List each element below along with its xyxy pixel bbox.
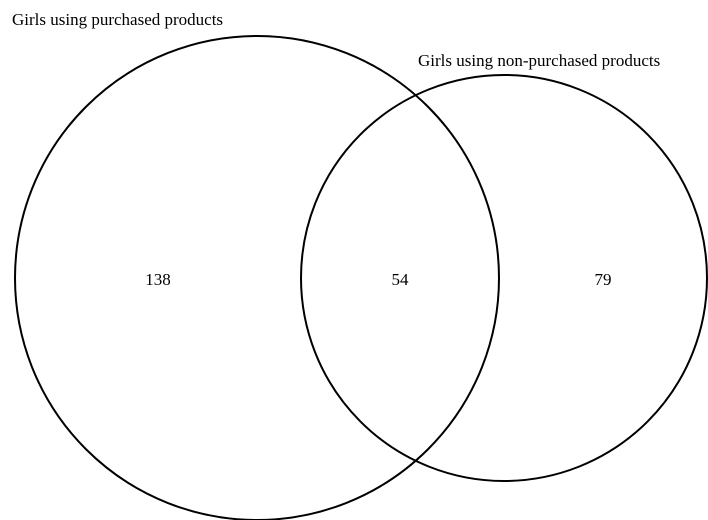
set-label-left: Girls using purchased products	[12, 10, 223, 29]
region-count-left: 138	[145, 270, 171, 289]
set-circle-right	[300, 74, 708, 482]
set-label-right: Girls using non-purchased products	[418, 51, 660, 70]
set-circle-left	[14, 35, 500, 520]
region-count-right: 79	[595, 270, 612, 289]
region-count-intersection: 54	[392, 270, 410, 289]
